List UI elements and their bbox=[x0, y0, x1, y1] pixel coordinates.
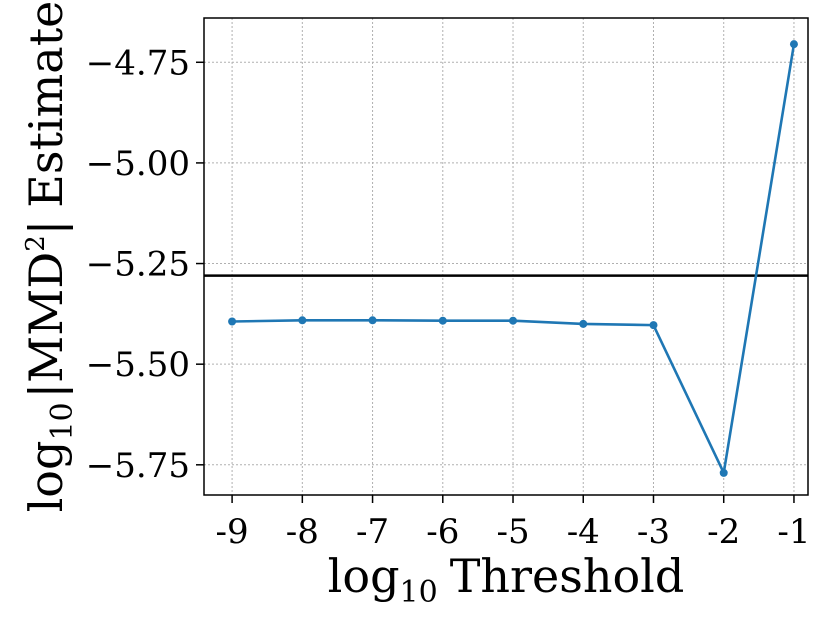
y-axis-label-prefix: log bbox=[19, 441, 73, 513]
x-axis-label-prefix: log bbox=[328, 549, 400, 603]
data-point bbox=[579, 319, 588, 328]
y-axis: −5.75 −5.50 −5.25 −5.00 −4.75 bbox=[86, 43, 204, 486]
x-tick-label: -3 bbox=[637, 512, 670, 552]
y-axis-label-bar-right: | bbox=[19, 220, 73, 236]
x-tick-label: -5 bbox=[496, 512, 529, 552]
x-tick-label: -4 bbox=[567, 512, 600, 552]
y-axis-label-subscript: 10 bbox=[45, 402, 80, 440]
x-axis-label: log10 Threshold bbox=[328, 549, 685, 610]
y-axis-label: log10|MMD2|Estimate bbox=[19, 1, 80, 513]
y-tick-label: −5.25 bbox=[86, 245, 190, 285]
y-axis-label-bar-left: | bbox=[19, 383, 73, 399]
y-tick-label: −4.75 bbox=[86, 43, 190, 83]
x-axis-label-main: Threshold bbox=[450, 549, 685, 603]
y-axis-label-superscript: 2 bbox=[21, 235, 51, 252]
y-tick-label: −5.75 bbox=[86, 446, 190, 486]
y-axis-label-suffix: Estimate bbox=[19, 1, 73, 208]
plot-frame bbox=[203, 17, 809, 496]
x-axis-label-subscript: 10 bbox=[400, 575, 438, 610]
data-point bbox=[789, 40, 798, 49]
y-axis-label-main: MMD bbox=[19, 252, 73, 383]
x-tick-label: -8 bbox=[286, 512, 319, 552]
series-layer bbox=[228, 40, 798, 477]
x-tick-label: -6 bbox=[426, 512, 459, 552]
x-tick-label: -1 bbox=[777, 512, 810, 552]
x-tick-label: -7 bbox=[356, 512, 389, 552]
y-tick-label: −5.50 bbox=[86, 345, 190, 385]
y-tick-label: −5.00 bbox=[86, 144, 190, 184]
x-tick-label: -9 bbox=[216, 512, 249, 552]
data-point bbox=[719, 468, 728, 477]
data-point bbox=[438, 316, 447, 325]
data-point bbox=[509, 316, 518, 325]
data-point bbox=[228, 317, 237, 326]
x-tick-label: -2 bbox=[707, 512, 740, 552]
data-point bbox=[649, 321, 658, 330]
data-point bbox=[368, 316, 377, 325]
grid bbox=[204, 18, 808, 495]
data-point bbox=[298, 316, 307, 325]
x-axis: -9 -8 -7 -6 -5 -4 -3 -2 -1 bbox=[216, 495, 811, 552]
